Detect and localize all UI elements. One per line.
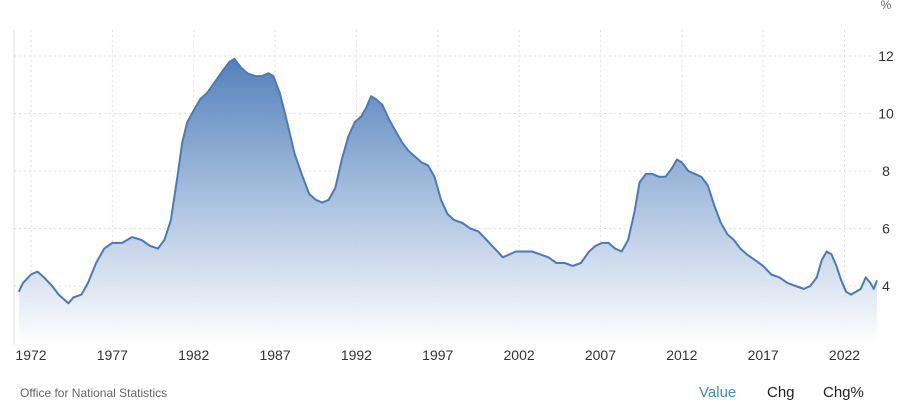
y-tick-label: 8: [882, 163, 890, 179]
area-fill: [18, 58, 878, 346]
x-tick-label: 1987: [259, 347, 290, 363]
tab-chg[interactable]: Chg: [767, 384, 795, 401]
y-tick-label: 6: [882, 221, 890, 237]
x-tick-label: 1977: [97, 347, 128, 363]
y-tick-label: 4: [882, 278, 890, 294]
y-tick-label: 10: [878, 106, 894, 122]
x-tick-label: 2007: [585, 347, 616, 363]
x-tick-label: 1982: [178, 347, 209, 363]
source-label: Office for National Statistics: [20, 386, 168, 400]
x-tick-label: 1992: [341, 347, 372, 363]
x-tick-label: 2002: [504, 347, 535, 363]
x-tick-label: 2012: [666, 347, 697, 363]
x-tick-label: 1997: [422, 347, 453, 363]
x-tick-label: 1972: [15, 347, 46, 363]
tab-chg-percent[interactable]: Chg%: [823, 384, 864, 401]
view-tabs: Value Chg Chg%: [0, 384, 900, 404]
series-line: [17, 57, 878, 305]
axis-layer: 1972 1977 1982 1987 1992 1997 2002 2007 2012 2017…: [15, 0, 894, 363]
x-tick-label: 2022: [829, 347, 860, 363]
y-tick-label: 12: [878, 48, 894, 64]
x-tick-label: 2017: [748, 347, 779, 363]
area-layer: [17, 57, 878, 346]
tab-value[interactable]: Value: [699, 384, 737, 401]
y-unit-label: %: [881, 0, 892, 12]
